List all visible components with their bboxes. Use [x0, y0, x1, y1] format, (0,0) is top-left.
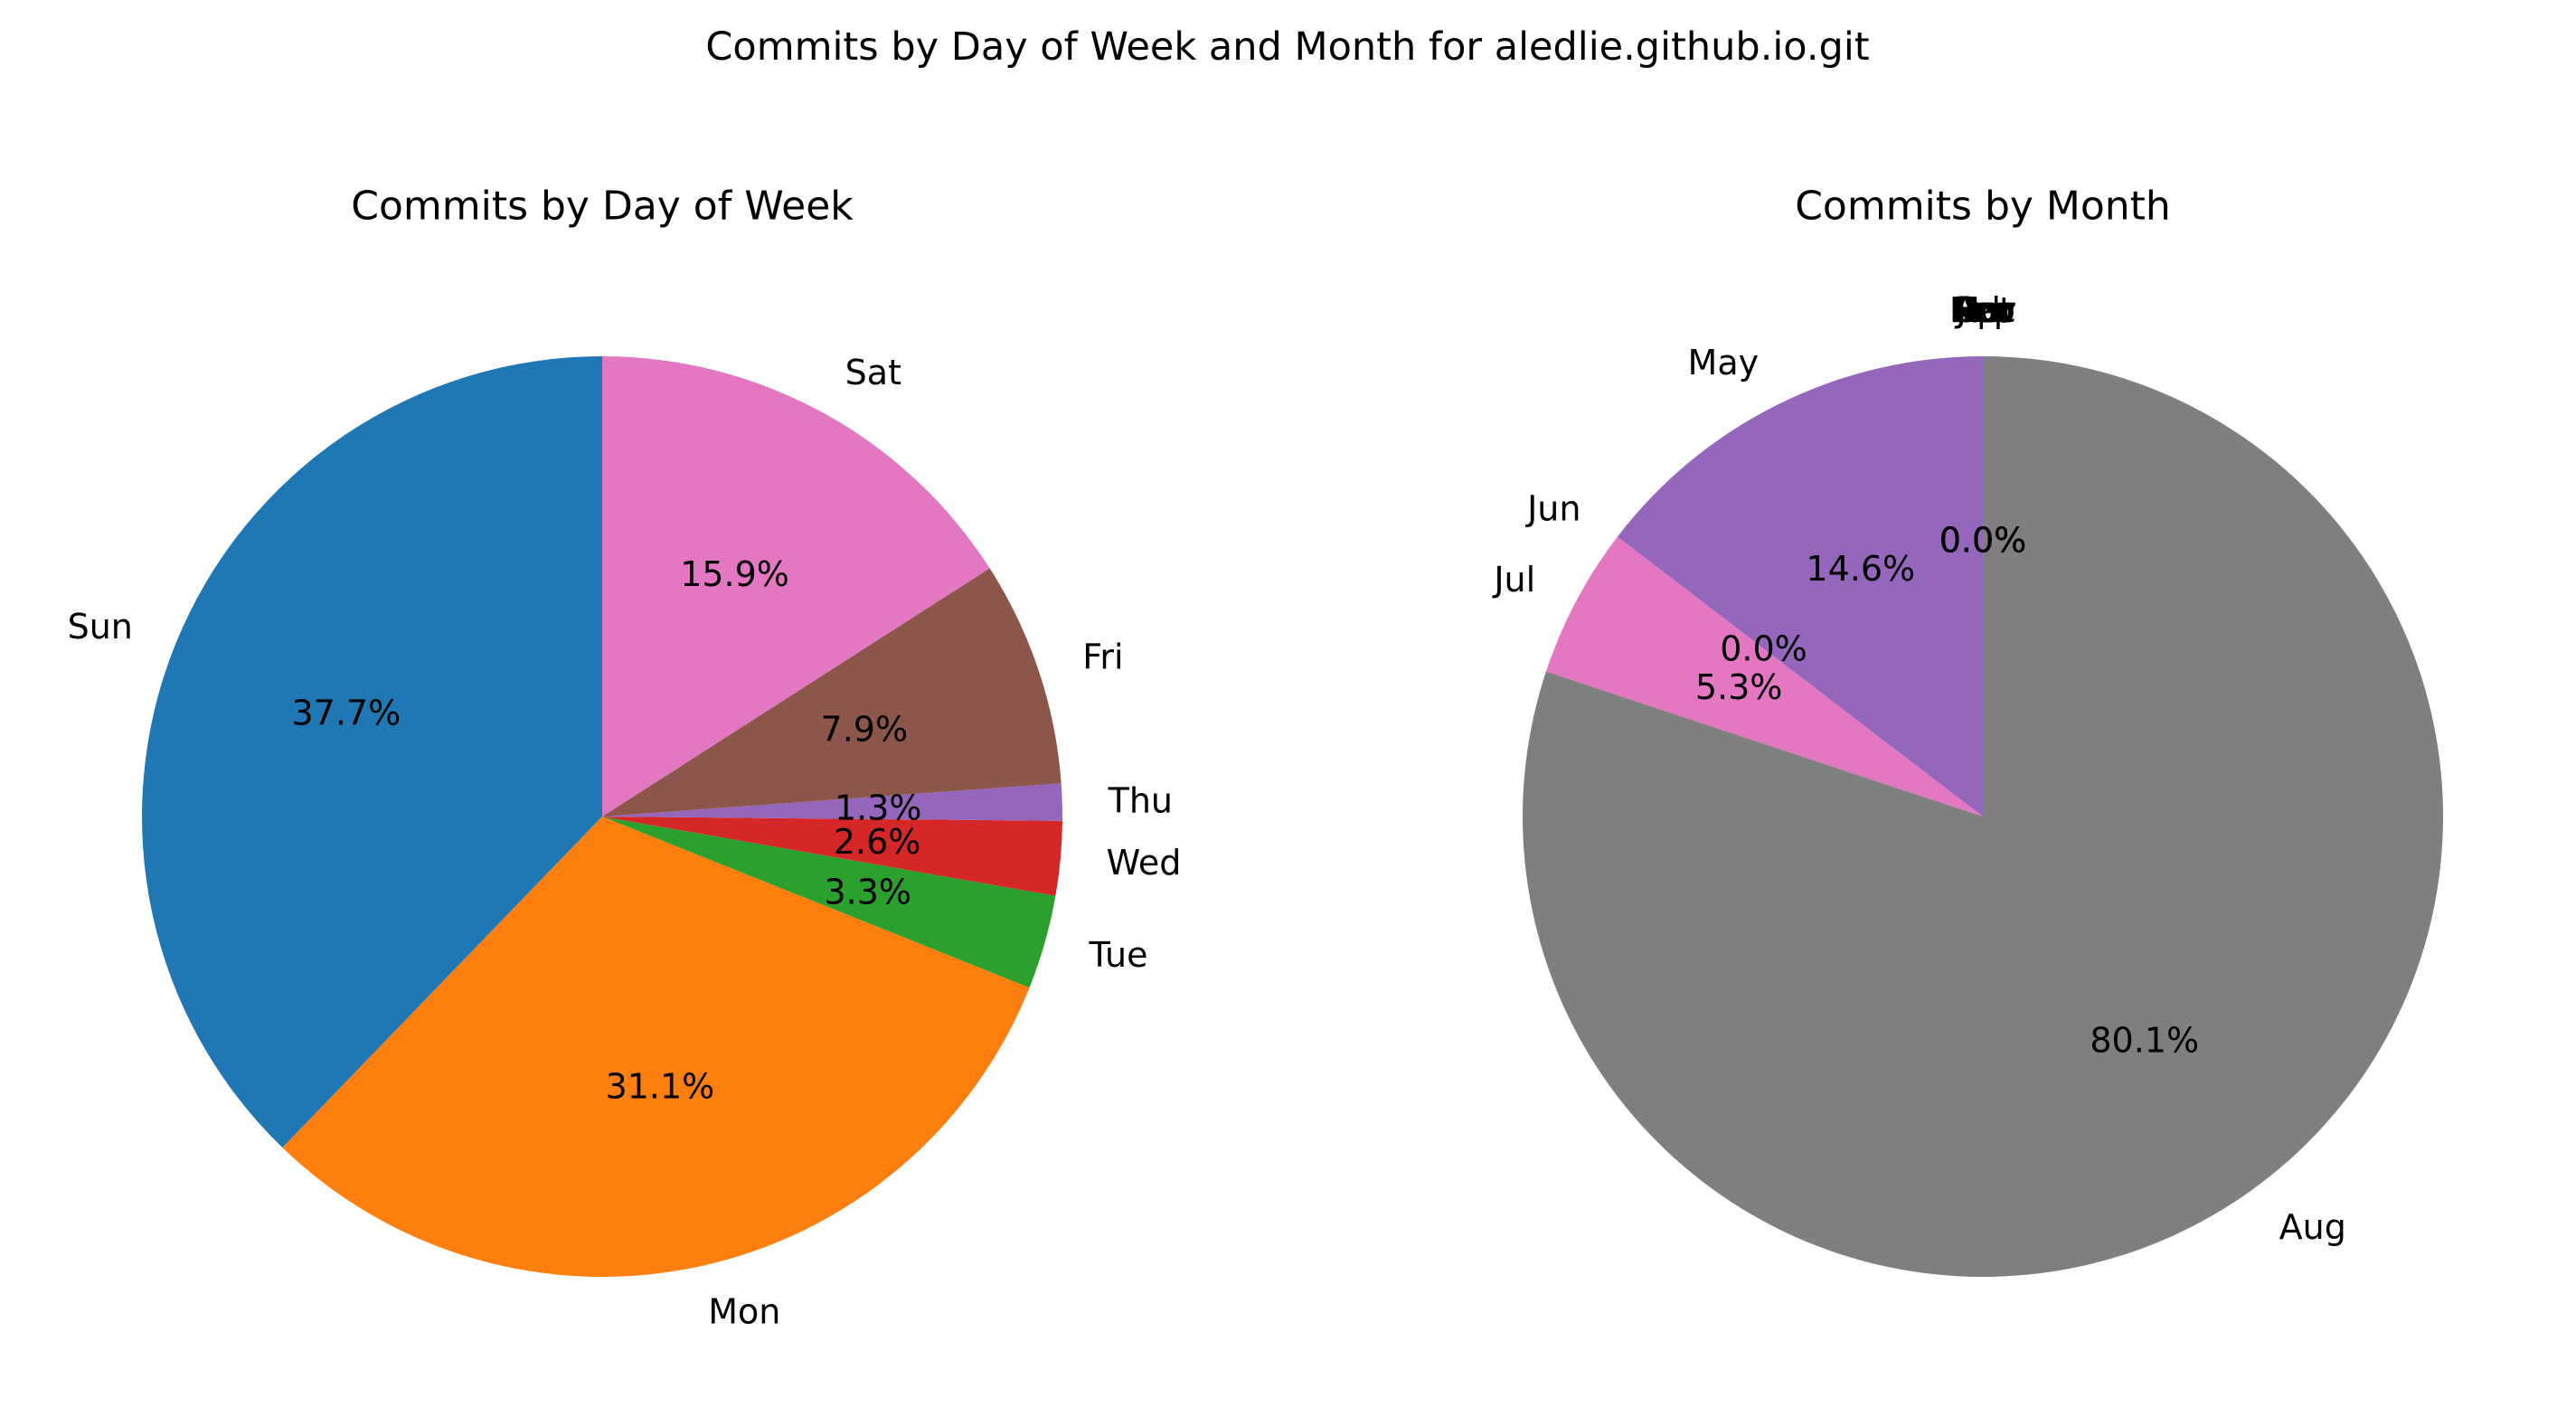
pie-chart-day-of-week: Commits by Day of Week Sun 37.7% Mon 31.1% T… [68, 184, 1182, 1332]
percent-label-may: 14.6% [1806, 549, 1915, 589]
slice-label-feb: Feb [1952, 290, 2013, 330]
slice-label-may: May [1688, 343, 1760, 383]
pie-title-month: Commits by Month [1795, 184, 2171, 230]
percent-label-jan: 0.0% [1939, 521, 2027, 561]
slice-label-sun: Sun [68, 607, 133, 647]
wedge-fri [602, 568, 1062, 817]
slice-label-dec: Dec [1949, 290, 2016, 330]
wedge-jul [1545, 536, 1983, 817]
wedge-sat [602, 356, 990, 817]
wedge-sun [141, 356, 603, 1148]
percent-label-sep: 0.0% [1939, 521, 2027, 561]
slice-label-oct: Oct [1953, 290, 2013, 330]
wedge-tue [602, 817, 1056, 988]
percent-label-thu: 1.3% [835, 788, 922, 827]
wedge-mon [282, 817, 1030, 1278]
percent-label-tue: 3.3% [824, 873, 911, 912]
label-group: Sun 37.7% Mon 31.1% Tue 3.3% Wed 2.6% Thu 1.3% Fri… [68, 353, 1182, 1332]
wedge-wed [602, 817, 1062, 896]
wedge-aug [1523, 356, 2443, 1278]
slice-label-aug: Aug [2279, 1207, 2346, 1247]
percent-label-sat: 15.9% [680, 554, 789, 594]
wedge-group [1523, 356, 2443, 1278]
slice-label-thu: Thu [1108, 780, 1173, 820]
slice-label-apr: Apr [1953, 290, 2013, 330]
percent-label-oct: 0.0% [1939, 521, 2027, 561]
slice-label-sep: Sep [1950, 290, 2015, 330]
slice-label-tue: Tue [1089, 935, 1148, 975]
percent-label-feb: 0.0% [1939, 521, 2027, 561]
slice-label-fri: Fri [1082, 637, 1123, 676]
percent-label-mar: 0.0% [1939, 521, 2027, 561]
percent-label-fri: 7.9% [821, 710, 909, 750]
percent-label-mon: 31.1% [606, 1067, 715, 1107]
percent-label-apr: 0.0% [1939, 521, 2027, 561]
wedge-group [141, 356, 1062, 1278]
slice-label-jul: Jul [1492, 560, 1535, 600]
slice-label-mon: Mon [708, 1291, 780, 1331]
pie-chart-month: Commits by Month Jan0.0%Feb0.0%Mar0.0%Ap… [1492, 184, 2443, 1278]
wedge-thu [602, 783, 1062, 821]
percent-label-nov: 0.0% [1939, 521, 2027, 561]
percent-label-jul: 5.3% [1695, 667, 1783, 707]
slice-label-wed: Wed [1107, 843, 1182, 883]
slice-label-nov: Nov [1949, 290, 2016, 330]
percent-label-dec: 0.0% [1939, 521, 2027, 561]
wedge-may [1617, 356, 1983, 817]
label-group: Jan0.0%Feb0.0%Mar0.0%Apr0.0%May14.6%Jun0… [1492, 290, 2346, 1247]
slice-label-jun: Jun [1525, 489, 1581, 529]
percent-label-aug: 80.1% [2090, 1021, 2199, 1061]
percent-label-sun: 37.7% [291, 694, 401, 733]
slice-label-jan: Jan [1955, 290, 2010, 330]
slice-label-mar: Mar [1950, 290, 2015, 330]
slice-label-sat: Sat [845, 353, 901, 392]
figure-suptitle: Commits by Day of Week and Month for ale… [705, 24, 1869, 70]
pie-title-day-of-week: Commits by Day of Week [351, 184, 854, 230]
percent-label-jun: 0.0% [1720, 628, 1807, 668]
percent-label-wed: 2.6% [834, 822, 921, 862]
